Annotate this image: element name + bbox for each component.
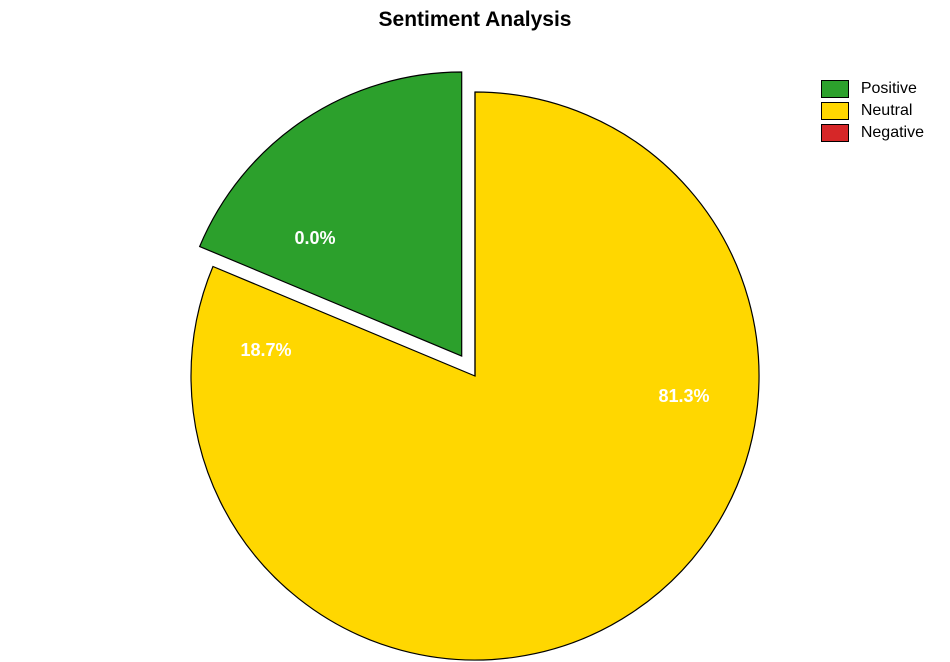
legend-label-positive: Positive <box>861 80 917 98</box>
legend-item-negative: Negative <box>821 124 924 142</box>
pie-label-positive: 18.7% <box>240 340 291 360</box>
legend-label-negative: Negative <box>861 124 924 142</box>
chart-legend: Positive Neutral Negative <box>821 80 924 146</box>
legend-label-neutral: Neutral <box>861 102 913 120</box>
pie-label-neutral: 81.3% <box>658 386 709 406</box>
legend-swatch-positive <box>821 80 849 98</box>
legend-swatch-neutral <box>821 102 849 120</box>
chart-title: Sentiment Analysis <box>0 0 950 32</box>
pie-chart: 81.3% 18.7% 0.0% Positive Neutral Negative <box>0 32 950 662</box>
pie-svg: 81.3% 18.7% 0.0% <box>0 32 950 662</box>
legend-item-neutral: Neutral <box>821 102 924 120</box>
pie-label-negative: 0.0% <box>294 228 335 248</box>
legend-swatch-negative <box>821 124 849 142</box>
legend-item-positive: Positive <box>821 80 924 98</box>
